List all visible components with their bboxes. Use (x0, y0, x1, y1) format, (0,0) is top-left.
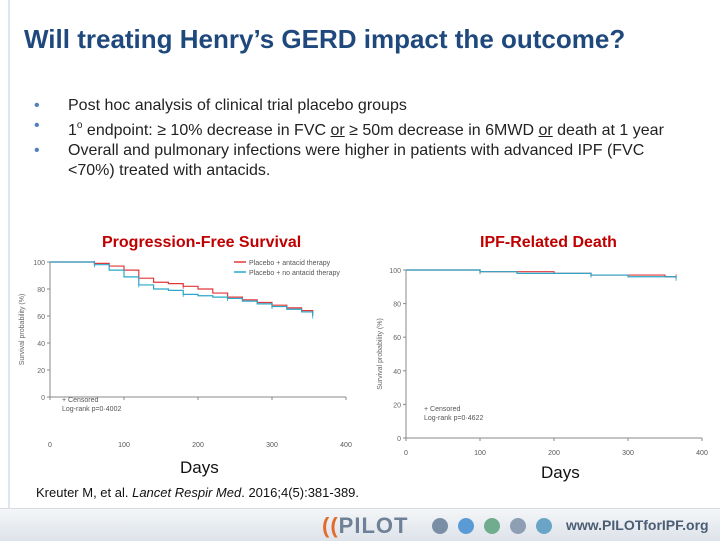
series-line-antacid (50, 261, 314, 314)
molecule-icon (536, 518, 552, 534)
citation-journal: Lancet Respir Med (132, 485, 242, 500)
bullet-item: • Overall and pulmonary infections were … (34, 141, 694, 181)
y-tick-label: 20 (37, 368, 45, 375)
x-tick-label: 400 (696, 450, 708, 457)
pfs-chart: 0 20 40 60 80 100 0 100 200 300 400 Survival probab… (19, 260, 352, 449)
slide-left-rule (8, 0, 10, 510)
y-tick-label: 40 (393, 369, 401, 376)
network-icon (484, 518, 500, 534)
x-tick-label: 100 (474, 450, 486, 457)
pilot-logo: ((PILOT (322, 513, 408, 539)
x-tick-label: 300 (266, 442, 278, 449)
x-tick-label: 200 (548, 450, 560, 457)
y-tick-label: 80 (393, 302, 401, 309)
footer-url-link[interactable]: www.PILOTforIPF.org (566, 517, 709, 533)
bullet-text-part: endpoint: ≥ 10% decrease in FVC (82, 122, 331, 139)
y-tick-label: 100 (33, 260, 45, 267)
y-tick-label: 60 (37, 314, 45, 321)
y-tick-label: 80 (37, 287, 45, 294)
bullet-text-part: ≥ 50m decrease in 6MWD (344, 122, 539, 139)
slide-title: Will treating Henry’s GERD impact the ou… (24, 24, 626, 54)
chart-annotation: + Censored (424, 406, 460, 413)
y-tick-label: 40 (37, 341, 45, 348)
bullet-dot-icon: • (34, 117, 40, 134)
y-axis-label: Survival probability (%) (19, 294, 26, 366)
y-tick-label: 0 (41, 395, 45, 402)
y-tick-label: 100 (389, 268, 401, 275)
ipf-death-chart: 0 20 40 60 80 100 0 100 200 300 400 Survival probab… (377, 268, 708, 457)
globe-icon (458, 518, 474, 534)
bullet-dot-icon: • (34, 97, 40, 114)
y-tick-label: 60 (393, 335, 401, 342)
lungs-icon (432, 518, 448, 534)
bullet-list: • Post hoc analysis of clinical trial pl… (34, 96, 694, 181)
chart-title-death: IPF-Related Death (480, 234, 617, 251)
x-axis-label-death: Days (541, 463, 580, 482)
bullet-text: Overall and pulmonary infections were hi… (68, 142, 645, 179)
citation-details: . 2016;4(5):381-389. (241, 485, 360, 500)
bullet-item: • Post hoc analysis of clinical trial pl… (34, 96, 694, 116)
bullet-text-part: 1 (68, 122, 77, 139)
x-tick-label: 400 (340, 442, 352, 449)
x-tick-label: 0 (48, 442, 52, 449)
pilot-logo-mark-icon: (( (322, 513, 339, 538)
chart-annotation: Log-rank p=0·4002 (62, 406, 121, 413)
chart-annotation: Log-rank p=0·4622 (424, 415, 483, 422)
bullet-text: Post hoc analysis of clinical trial plac… (68, 97, 407, 114)
legend-label: Placebo + antacid therapy (249, 260, 331, 267)
citation-authors: Kreuter M, et al. (36, 485, 133, 500)
bullet-underlined-or: or (330, 122, 345, 139)
bullet-text-part: death at 1 year (552, 122, 664, 139)
bullet-superscript: o (76, 120, 83, 131)
y-tick-label: 0 (397, 436, 401, 443)
legend-label: Placebo + no antacid therapy (249, 270, 340, 277)
x-tick-label: 100 (118, 442, 130, 449)
series-line-no-antacid (50, 261, 314, 316)
bullet-dot-icon: • (34, 142, 40, 159)
x-tick-label: 300 (622, 450, 634, 457)
bullet-item: • 1o endpoint: ≥ 10% decrease in FVC or … (34, 116, 694, 141)
x-tick-label: 200 (192, 442, 204, 449)
people-icon (510, 518, 526, 534)
citation: Kreuter M, et al. Lancet Respir Med. 201… (36, 485, 359, 500)
pilot-logo-text: PILOT (338, 513, 409, 538)
x-tick-label: 0 (404, 450, 408, 457)
y-tick-label: 20 (393, 402, 401, 409)
footer-bar: ((PILOT www.PILOTforIPF.org (0, 508, 720, 541)
footer-icon-strip (432, 518, 552, 534)
x-axis-label-pfs: Days (180, 458, 219, 477)
y-axis-label: Survival probability (%) (377, 318, 384, 390)
chart-annotation: + Censored (62, 397, 98, 404)
bullet-underlined-or: or (538, 122, 553, 139)
chart-title-pfs: Progression-Free Survival (102, 234, 302, 251)
